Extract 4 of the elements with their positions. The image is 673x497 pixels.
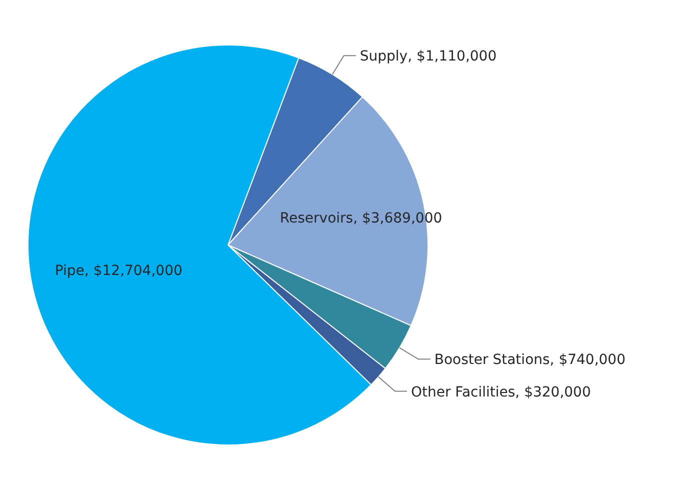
slice-label: Pipe, $12,704,000 (54, 263, 182, 280)
slice-label: Other Facilities, $320,000 (410, 384, 591, 400)
slice-label: Supply, $1,110,000 (360, 48, 497, 65)
slice-label: Booster Stations, $740,000 (434, 352, 626, 368)
